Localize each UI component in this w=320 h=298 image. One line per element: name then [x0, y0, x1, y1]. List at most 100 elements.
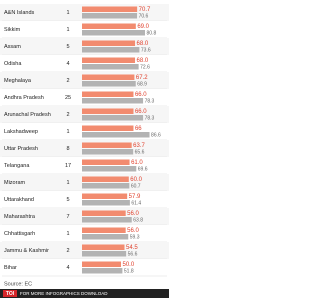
value-label: 66.0: [135, 109, 147, 115]
category-label: Andhra Pradesh: [4, 95, 44, 101]
value-label: 60.0: [130, 177, 142, 183]
category-label: Maharashtra: [4, 214, 36, 220]
value-label: 70.6: [139, 13, 149, 19]
value-label: 70.7: [139, 7, 151, 13]
count-label: 7: [66, 214, 69, 220]
value-label: 68.0: [137, 41, 149, 47]
value-label: 78.3: [145, 115, 155, 121]
bar: [82, 115, 144, 121]
value-label: 69.6: [138, 166, 148, 172]
value-label: 50.0: [123, 262, 135, 268]
category-label: Meghalaya: [4, 78, 32, 84]
value-label: 72.6: [140, 64, 150, 70]
bar: [82, 210, 126, 216]
bar: [82, 200, 130, 206]
logo: TOI: [6, 291, 15, 297]
chart: Source: EC TOI FOR MORE INFOGRAPHICS DOW…: [0, 6, 169, 298]
bar: [82, 176, 129, 182]
bar: [82, 13, 138, 19]
bar: [82, 227, 126, 233]
bar: [82, 6, 138, 12]
value-label: 73.6: [141, 47, 151, 53]
count-label: 1: [66, 129, 69, 135]
bar: [82, 261, 121, 267]
bar: [82, 217, 132, 223]
bar: [82, 125, 134, 131]
count-label: 5: [66, 197, 69, 203]
value-label: 61.4: [131, 200, 141, 206]
value-label: 56.6: [128, 251, 138, 257]
bar: [82, 98, 144, 104]
value-label: 60.7: [131, 183, 141, 189]
bar: [82, 183, 130, 189]
count-label: 1: [66, 10, 69, 16]
count-label: 1: [66, 27, 69, 33]
count-label: 2: [66, 112, 69, 118]
count-label: 4: [66, 265, 69, 271]
count-label: 17: [65, 163, 71, 169]
value-label: 54.5: [126, 245, 138, 251]
row-bg: [0, 259, 169, 276]
value-label: 63.7: [133, 143, 145, 149]
value-label: 65.6: [135, 149, 145, 155]
row-bg: [0, 242, 169, 259]
bar: [82, 64, 139, 70]
count-label: 2: [66, 248, 69, 254]
bar: [82, 40, 136, 46]
category-label: Jammu & Kashmir: [4, 248, 49, 254]
value-label: 63.8: [133, 217, 143, 223]
value-label: 61.0: [131, 160, 143, 166]
footer-text: FOR MORE INFOGRAPHICS DOWNLOAD: [20, 291, 108, 296]
category-label: Uttar Pradesh: [4, 146, 38, 152]
category-label: Arunachal Pradesh: [4, 112, 51, 118]
bar: [82, 74, 135, 80]
bar: [82, 91, 134, 97]
source: Source: EC: [4, 281, 32, 287]
bar: [82, 251, 127, 257]
bar: [82, 47, 140, 53]
category-label: Odisha: [4, 61, 22, 67]
category-label: Telangana: [4, 163, 30, 169]
value-label: 69.0: [137, 24, 149, 30]
bar: [82, 30, 146, 36]
count-label: 1: [66, 180, 69, 186]
count-label: 4: [66, 61, 69, 67]
footer-bar: [0, 289, 169, 298]
bar: [82, 234, 129, 240]
category-label: Sikkim: [4, 27, 21, 33]
value-label: 68.0: [137, 58, 149, 64]
bar: [82, 142, 132, 148]
bar: [82, 268, 123, 274]
bar: [82, 166, 137, 172]
value-label: 57.9: [129, 194, 141, 200]
category-label: Bihar: [4, 265, 17, 271]
bar: [82, 149, 134, 155]
count-label: 5: [66, 44, 69, 50]
bar: [82, 159, 130, 165]
category-label: Lakshadweep: [4, 129, 38, 135]
count-label: 8: [66, 146, 69, 152]
value-label: 68.9: [137, 81, 147, 87]
bar: [82, 81, 136, 87]
count-label: 2: [66, 78, 69, 84]
count-label: 1: [66, 231, 69, 237]
bar: [82, 57, 136, 63]
bar: [82, 244, 125, 250]
value-label: 78.3: [145, 98, 155, 104]
category-label: Mizoram: [4, 180, 26, 186]
category-label: Uttarakhand: [4, 197, 34, 203]
value-label: 66.0: [135, 92, 147, 98]
bar: [82, 23, 136, 29]
value-label: 67.2: [136, 75, 148, 81]
category-label: Assam: [4, 44, 21, 50]
count-label: 25: [65, 95, 71, 101]
value-label: 86.6: [151, 132, 161, 138]
logo-box: [3, 290, 17, 297]
category-label: A&N Islands: [4, 10, 35, 16]
value-label: 56.0: [127, 211, 139, 217]
value-label: 56.0: [127, 228, 139, 234]
value-label: 51.8: [124, 268, 134, 274]
bar: [82, 193, 128, 199]
bar: [82, 108, 134, 114]
category-label: Chhattisgarh: [4, 231, 35, 237]
